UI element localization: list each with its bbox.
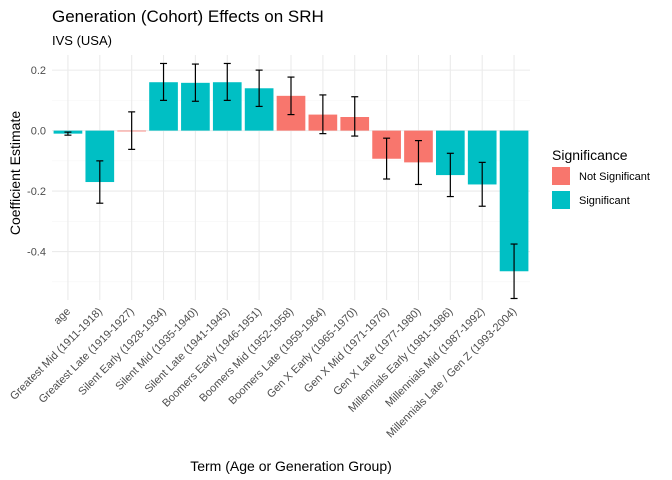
y-tick-label: 0.2	[31, 65, 46, 77]
y-tick-label: -0.2	[27, 186, 46, 198]
y-tick-labels: -0.4 -0.2 0.0 0.2	[27, 65, 46, 258]
legend: Significance Not Significant Significant	[552, 147, 650, 209]
error-bar	[287, 76, 295, 116]
y-axis-title: Coefficient Estimate	[7, 111, 23, 235]
legend-title: Significance	[552, 147, 628, 163]
y-tick-label: -0.4	[27, 247, 46, 259]
error-bar	[128, 111, 136, 150]
legend-swatch-not-significant	[552, 167, 570, 185]
y-tick-label: 0.0	[31, 126, 46, 138]
error-bars	[64, 62, 518, 300]
error-bar	[64, 131, 72, 136]
error-bar	[446, 152, 454, 198]
x-tick-label: age	[52, 306, 73, 327]
error-bar	[160, 62, 168, 101]
error-bar	[96, 160, 104, 204]
x-axis-title: Term (Age or Generation Group)	[190, 458, 392, 474]
chart-subtitle: IVS (USA)	[52, 33, 112, 48]
error-bar	[510, 243, 518, 300]
chart-title: Generation (Cohort) Effects on SRH	[52, 7, 324, 26]
error-bar	[351, 96, 359, 137]
error-bar	[191, 63, 199, 102]
legend-swatch-significant	[552, 191, 570, 209]
error-bar	[223, 62, 231, 101]
error-bar	[319, 94, 327, 135]
legend-label-significant: Significant	[579, 195, 630, 207]
error-bar	[383, 137, 391, 180]
error-bar	[414, 139, 422, 186]
error-bar	[255, 69, 263, 108]
error-bar	[478, 161, 486, 207]
legend-label-not-significant: Not Significant	[579, 171, 650, 183]
